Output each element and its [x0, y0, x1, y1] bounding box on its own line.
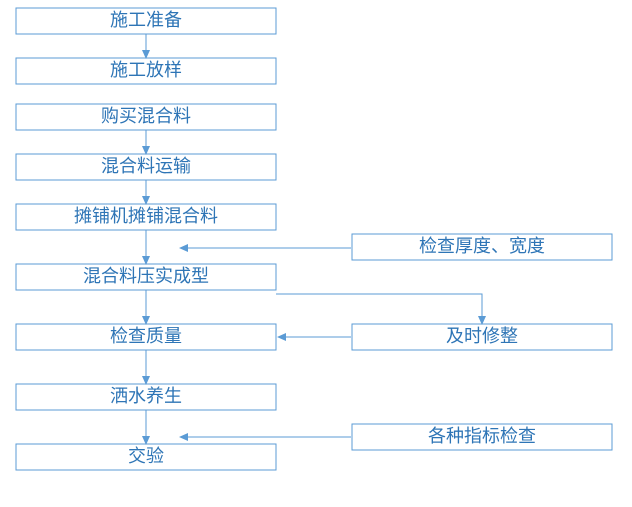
node-check-label: 检查质量	[110, 326, 182, 346]
node-prep-label: 施工准备	[110, 10, 182, 30]
node-layout-label: 施工放样	[110, 60, 182, 80]
node-indexcheck-label: 各种指标检查	[428, 426, 536, 446]
node-purchase: 购买混合料	[16, 104, 276, 130]
node-transport-label: 混合料运输	[101, 156, 191, 176]
node-repair-label: 及时修整	[446, 326, 518, 346]
node-thickness: 检查厚度、宽度	[352, 234, 612, 260]
node-layout: 施工放样	[16, 58, 276, 84]
node-prep: 施工准备	[16, 8, 276, 34]
node-compact: 混合料压实成型	[16, 264, 276, 290]
node-accept: 交验	[16, 444, 276, 470]
edge-compact-repair	[276, 294, 482, 324]
node-purchase-label: 购买混合料	[101, 106, 191, 126]
node-spread-label: 摊铺机摊铺混合料	[74, 206, 218, 226]
node-curing: 洒水养生	[16, 384, 276, 410]
node-spread: 摊铺机摊铺混合料	[16, 204, 276, 230]
node-transport: 混合料运输	[16, 154, 276, 180]
node-indexcheck: 各种指标检查	[352, 424, 612, 450]
node-repair: 及时修整	[352, 324, 612, 350]
flowchart-canvas: 施工准备施工放样购买混合料混合料运输摊铺机摊铺混合料混合料压实成型检查质量洒水养…	[0, 0, 632, 507]
node-accept-label: 交验	[128, 446, 164, 466]
node-curing-label: 洒水养生	[110, 386, 182, 406]
node-compact-label: 混合料压实成型	[83, 266, 209, 286]
node-thickness-label: 检查厚度、宽度	[419, 236, 545, 256]
node-check: 检查质量	[16, 324, 276, 350]
